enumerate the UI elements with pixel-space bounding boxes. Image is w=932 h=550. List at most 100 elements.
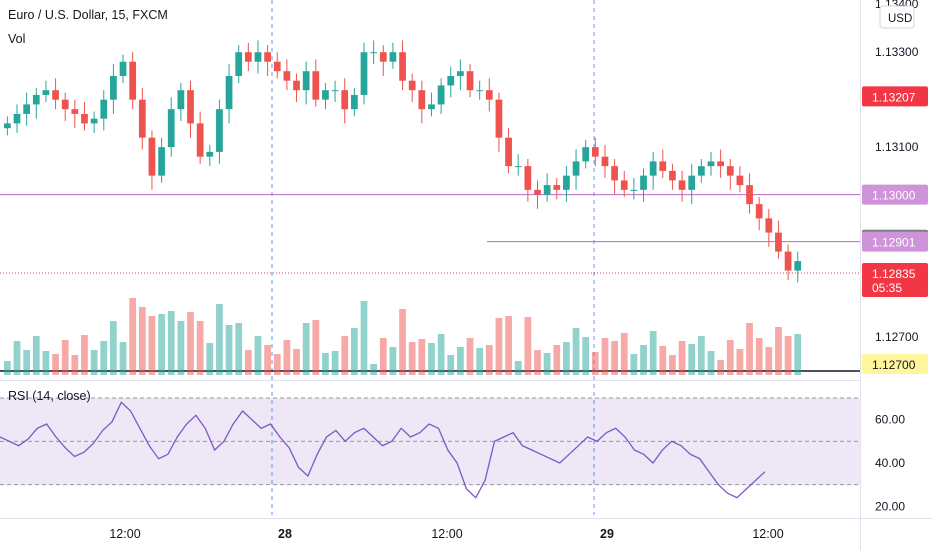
candle-body (755, 204, 763, 219)
candle-body (717, 161, 724, 167)
candle-body (534, 189, 541, 195)
volume-bar (264, 345, 271, 375)
candle-body (206, 151, 214, 157)
candle-body (543, 185, 551, 195)
candle-body (350, 94, 358, 110)
volume-bar (100, 341, 108, 375)
candle-body (52, 90, 59, 100)
volume-bar (620, 333, 628, 375)
price-tag-marker (862, 354, 928, 374)
candle-body (148, 137, 156, 176)
volume-bar (293, 349, 300, 375)
price-tag-alert (862, 86, 928, 107)
volume-bars (4, 298, 802, 375)
candle-body (408, 80, 416, 91)
candle-body (100, 99, 108, 119)
candle-body (399, 52, 406, 81)
volume-bar (447, 355, 455, 375)
volume-bar (601, 338, 609, 375)
candle-body (505, 137, 512, 167)
volume-bar (591, 352, 599, 375)
candle-body (688, 175, 696, 190)
candle-body (630, 189, 638, 191)
candle-body (235, 52, 243, 76)
volume-bar (534, 350, 541, 375)
candle-body (659, 161, 667, 171)
rsi-legend: RSI (14, close) (8, 389, 91, 403)
volume-bar (659, 346, 667, 375)
time-tick-label: 28 (278, 527, 292, 541)
candle-body (601, 156, 609, 167)
volume-bar (312, 320, 320, 375)
volume-bar (649, 331, 657, 375)
candle-body (514, 166, 522, 168)
candle-body (476, 90, 484, 92)
rsi-tick-label: 20.00 (875, 499, 905, 513)
volume-bar (746, 323, 753, 375)
volume-bar (216, 304, 223, 375)
price-tag-label: 1.12835 (872, 267, 916, 281)
candle-body (138, 99, 146, 138)
currency-badge (879, 5, 915, 29)
candle-body (331, 90, 339, 92)
volume-bar (42, 351, 50, 375)
time-tick-label: 12:00 (109, 527, 140, 541)
volume-bar (437, 334, 445, 375)
volume-bar (476, 348, 484, 375)
volume-bar (505, 316, 512, 375)
candle-body (784, 251, 792, 271)
volume-bar (254, 336, 262, 375)
volume-bar (379, 338, 387, 375)
candle-body (273, 61, 281, 72)
volume-bar (90, 350, 98, 375)
candle-body (81, 113, 88, 124)
candle-body (620, 180, 628, 190)
volume-bar (13, 341, 21, 375)
candle-body (264, 52, 271, 62)
volume-bar (23, 350, 31, 375)
countdown-label: 05:35 (872, 281, 902, 295)
volume-bar (543, 353, 551, 375)
candle-body (572, 161, 580, 176)
price-tag-label: 1.13000 (872, 189, 916, 203)
candle-body (13, 113, 21, 124)
rsi-tick-label: 60.00 (875, 413, 905, 427)
volume-bar (196, 321, 204, 375)
candle-body (119, 61, 127, 76)
candle-body (649, 161, 657, 176)
volume-bar (177, 321, 185, 375)
volume-bar (225, 325, 233, 375)
volume-bar (235, 323, 243, 375)
candle-body (678, 180, 686, 190)
price-tag-last (862, 262, 928, 297)
volume-bar (61, 340, 69, 375)
volume-bar (389, 347, 397, 375)
volume-bar (360, 301, 368, 375)
volume-bar (408, 342, 416, 375)
candle-body (669, 170, 676, 181)
candle-body (254, 52, 262, 62)
volume-bar (158, 314, 165, 375)
volume-bar (485, 345, 493, 375)
candle-body (466, 71, 474, 91)
candle-body (196, 123, 204, 157)
volume-bar (244, 350, 252, 375)
volume-bar (302, 323, 310, 375)
price-tag-level (862, 231, 928, 252)
volume-bar (630, 354, 638, 375)
volume-bar (52, 354, 59, 375)
symbol-title: Euro / U.S. Dollar, 15, FXCM (8, 8, 168, 22)
volume-bar (331, 351, 339, 375)
volume-bar (755, 338, 763, 375)
candle-body (495, 99, 503, 138)
volume-bar (784, 336, 792, 375)
volume-bar (640, 345, 647, 375)
candle-body (640, 175, 647, 190)
candle-body (322, 90, 329, 100)
volume-bar (794, 334, 802, 375)
time-tick-label: 12:00 (752, 527, 783, 541)
candle-body (158, 147, 165, 176)
volume-bar (341, 336, 349, 375)
